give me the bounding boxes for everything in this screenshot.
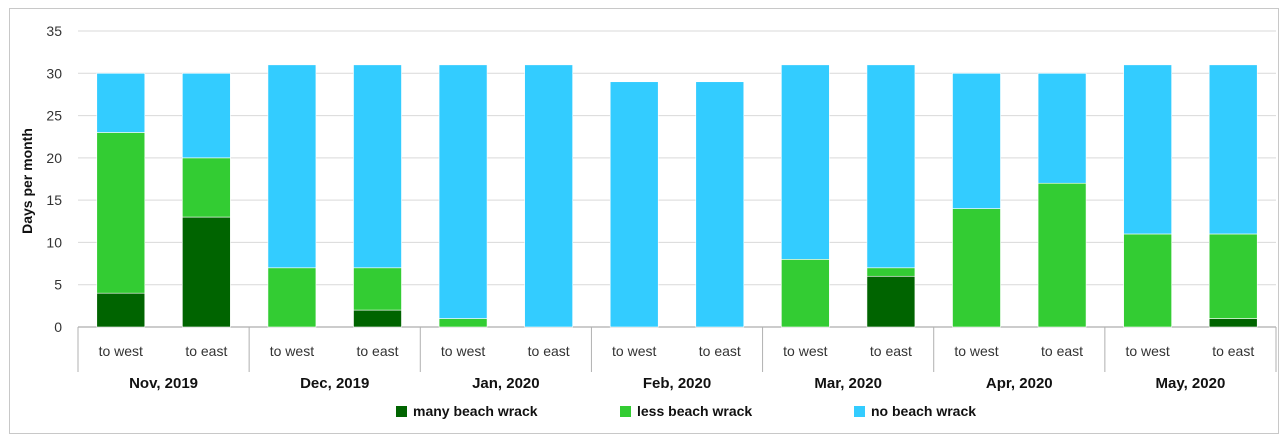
bar-segment-less-beach-wrack (867, 268, 915, 276)
x-tick-label: to east (185, 343, 227, 359)
bar-segment-less-beach-wrack (781, 259, 829, 327)
x-tick-label: to west (612, 343, 656, 359)
legend-swatch (620, 406, 631, 417)
y-tick-label: 30 (46, 65, 62, 81)
bar-segment-no-beach-wrack (1209, 65, 1257, 234)
y-tick-label: 20 (46, 150, 62, 166)
group-label: Jan, 2020 (472, 375, 540, 392)
bar-segment-no-beach-wrack (439, 65, 487, 319)
bar-segment-many-beach-wrack (867, 276, 915, 327)
group-label: Apr, 2020 (986, 375, 1053, 392)
bar-segment-less-beach-wrack (268, 268, 316, 327)
bar-segment-no-beach-wrack (781, 65, 829, 260)
group-label: May, 2020 (1156, 375, 1226, 392)
group-label: Dec, 2019 (300, 375, 369, 392)
gridlines (78, 31, 1276, 285)
x-tick-label: to east (1212, 343, 1254, 359)
bar-segment-less-beach-wrack (182, 158, 230, 217)
bar-segment-less-beach-wrack (1209, 234, 1257, 319)
bar-segment-no-beach-wrack (953, 73, 1001, 208)
legend-label: no beach wrack (871, 403, 976, 419)
bar-segment-less-beach-wrack (1124, 234, 1172, 327)
bar-segment-no-beach-wrack (610, 82, 658, 327)
group-label: Nov, 2019 (129, 375, 198, 392)
bar-segment-no-beach-wrack (97, 73, 145, 132)
y-tick-label: 15 (46, 192, 62, 208)
bar-segment-no-beach-wrack (268, 65, 316, 268)
bar-segment-no-beach-wrack (354, 65, 402, 268)
x-tick-label: to west (1125, 343, 1169, 359)
legend-label: less beach wrack (637, 403, 752, 419)
bar-segment-many-beach-wrack (182, 217, 230, 327)
x-tick-label: to east (528, 343, 570, 359)
bar-segment-no-beach-wrack (182, 73, 230, 158)
x-tick-label: to west (99, 343, 143, 359)
bar-segment-no-beach-wrack (525, 65, 573, 327)
x-tick-label: to east (699, 343, 741, 359)
y-tick-label: 5 (54, 277, 62, 293)
x-tick-label: to east (1041, 343, 1083, 359)
x-tick-label: to west (270, 343, 314, 359)
bar-segment-many-beach-wrack (1209, 319, 1257, 327)
y-tick-label: 0 (54, 319, 62, 335)
bar-segment-less-beach-wrack (97, 132, 145, 293)
y-tick-label: 25 (46, 108, 62, 124)
x-tick-label: to west (783, 343, 827, 359)
bar-segment-less-beach-wrack (439, 319, 487, 327)
bar-segment-many-beach-wrack (354, 310, 402, 327)
bar-segment-less-beach-wrack (1038, 183, 1086, 327)
legend-label: many beach wrack (413, 403, 538, 419)
x-tick-label: to west (441, 343, 485, 359)
x-tick-label: to west (954, 343, 998, 359)
legend-swatch (396, 406, 407, 417)
bar-segment-less-beach-wrack (354, 268, 402, 310)
group-label: Mar, 2020 (814, 375, 882, 392)
x-tick-label: to east (870, 343, 912, 359)
y-tick-label: 10 (46, 234, 62, 250)
legend: many beach wrack less beach wrack no beach… (396, 403, 976, 419)
bar-segment-no-beach-wrack (1124, 65, 1172, 234)
bar-segment-less-beach-wrack (953, 209, 1001, 327)
x-tick-label: to east (356, 343, 398, 359)
y-axis-title: Days per month (19, 128, 35, 234)
legend-swatch (854, 406, 865, 417)
axes (78, 327, 1276, 372)
bar-segment-no-beach-wrack (867, 65, 915, 268)
bar-segment-no-beach-wrack (1038, 73, 1086, 183)
group-label: Feb, 2020 (643, 375, 711, 392)
bar-segment-many-beach-wrack (97, 293, 145, 327)
bar-segment-no-beach-wrack (696, 82, 744, 327)
bars (97, 65, 1257, 327)
y-tick-label: 35 (46, 23, 62, 39)
